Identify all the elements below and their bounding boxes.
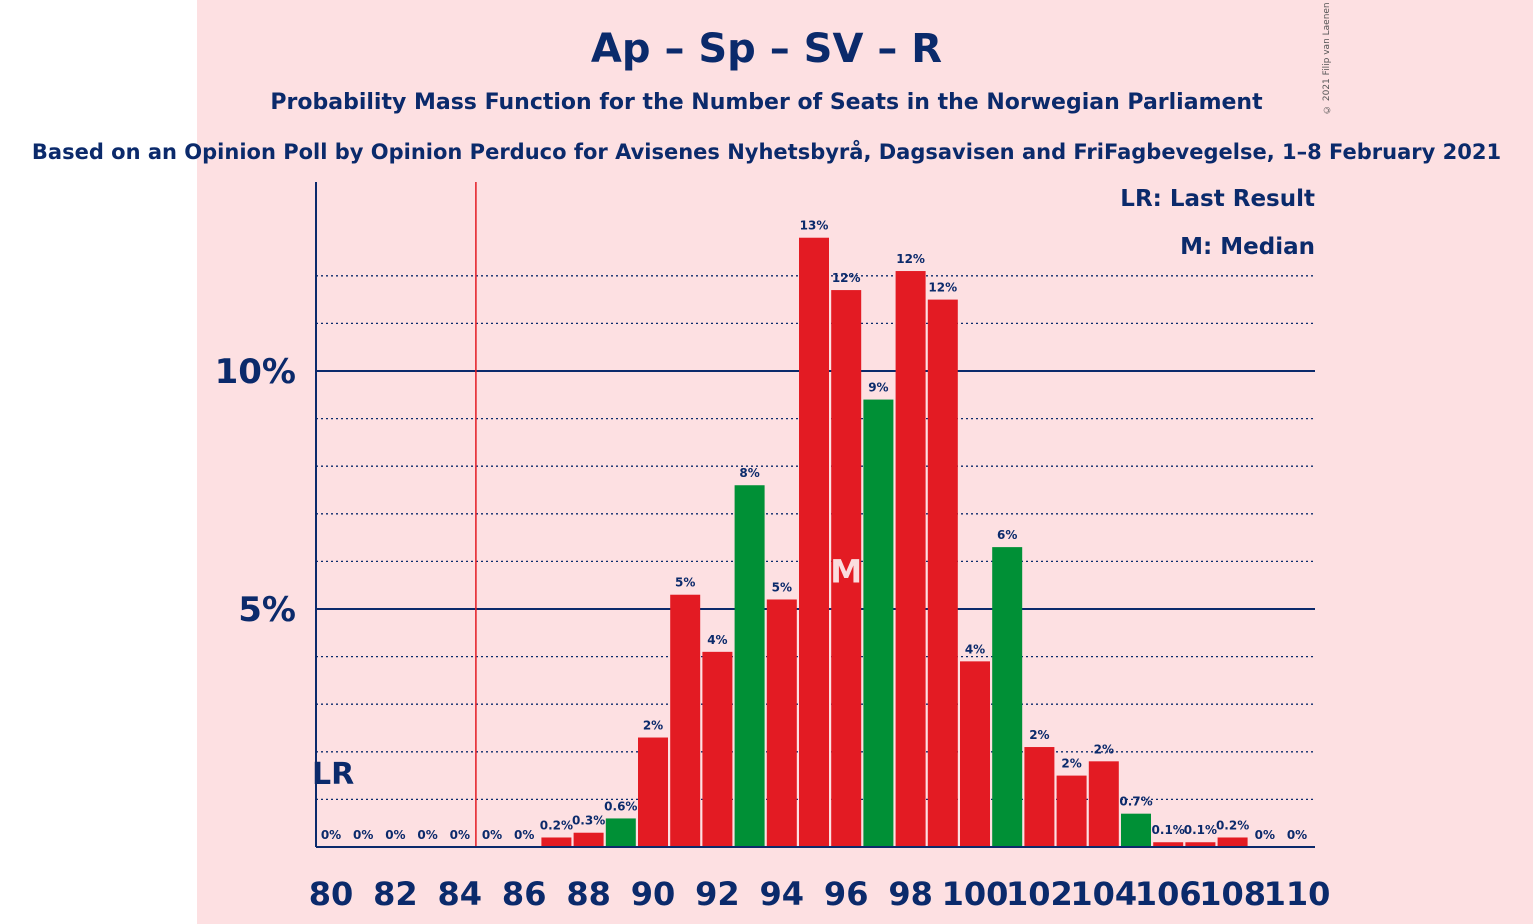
last-result-label: LR: [312, 757, 354, 792]
data-label-88: 0.3%: [572, 814, 605, 828]
data-label-89: 0.6%: [604, 799, 637, 813]
data-label-95: 13%: [800, 219, 829, 233]
data-label-82: 0%: [385, 828, 405, 842]
x-tick-label: 92: [695, 875, 740, 913]
x-tick-label: 110: [1264, 875, 1331, 913]
x-tick-label: 86: [502, 875, 547, 913]
bar-88: [573, 832, 604, 847]
bar-101: [992, 547, 1023, 847]
bar-103: [1056, 775, 1087, 847]
x-tick-label: 84: [438, 875, 483, 913]
data-label-96: 12%: [832, 271, 861, 285]
bar-89: [605, 818, 636, 847]
data-label-104: 2%: [1094, 742, 1114, 756]
legend-last-result: LR: Last Result: [1120, 186, 1315, 212]
data-label-84: 0%: [450, 828, 470, 842]
data-label-85: 0%: [482, 828, 502, 842]
y-tick-label: 5%: [238, 590, 296, 630]
bar-96: [831, 290, 862, 848]
bar-92: [702, 651, 733, 847]
data-label-98: 12%: [896, 252, 925, 266]
data-label-87: 0.2%: [540, 818, 573, 832]
chart-source-subtitle: Based on an Opinion Poll by Opinion Perd…: [31, 140, 1502, 164]
x-tick-label: 82: [373, 875, 418, 913]
data-label-92: 4%: [707, 633, 727, 647]
data-label-102: 2%: [1029, 728, 1049, 742]
data-label-99: 12%: [928, 281, 957, 295]
bar-90: [638, 737, 668, 847]
x-tick-label: 80: [309, 875, 354, 913]
bar-102: [1024, 747, 1055, 847]
x-tick-label: 106: [1135, 875, 1202, 913]
bar-107: [1185, 842, 1216, 847]
bar-95: [799, 237, 829, 848]
chart-subtitle: Probability Mass Function for the Number…: [270, 90, 1263, 115]
bar-94: [766, 599, 797, 847]
data-label-101: 6%: [997, 528, 1017, 542]
data-label-97: 9%: [868, 381, 888, 395]
bar-100: [960, 661, 990, 847]
x-tick-label: 108: [1199, 875, 1266, 913]
data-label-83: 0%: [417, 828, 437, 842]
data-label-110: 0%: [1287, 828, 1307, 842]
bar-104: [1088, 761, 1119, 847]
bar-91: [670, 594, 701, 847]
data-label-80: 0%: [321, 828, 341, 842]
data-label-100: 4%: [965, 642, 985, 656]
x-tick-label: 98: [888, 875, 933, 913]
chart-title: Ap – Sp – SV – R: [590, 26, 943, 72]
data-label-81: 0%: [353, 828, 373, 842]
data-label-93: 8%: [739, 466, 759, 480]
data-label-109: 0%: [1255, 828, 1275, 842]
x-tick-label: 102: [1006, 875, 1073, 913]
data-label-108: 0.2%: [1216, 818, 1249, 832]
bar-98: [895, 271, 926, 847]
bar-106: [1153, 842, 1184, 847]
bar-97: [863, 399, 894, 847]
bar-105: [1121, 813, 1151, 847]
data-label-103: 2%: [1061, 757, 1081, 771]
data-label-94: 5%: [772, 580, 792, 594]
data-label-107: 0.1%: [1184, 823, 1217, 837]
bar-87: [541, 837, 572, 847]
bar-108: [1217, 837, 1248, 847]
bar-99: [927, 299, 958, 848]
y-tick-label: 10%: [215, 352, 296, 392]
data-label-86: 0%: [514, 828, 534, 842]
x-tick-label: 104: [1070, 875, 1137, 913]
bar-93: [734, 485, 765, 847]
data-label-91: 5%: [675, 576, 695, 590]
data-label-90: 2%: [643, 719, 663, 733]
x-tick-label: 88: [566, 875, 611, 913]
x-tick-label: 96: [824, 875, 869, 913]
median-marker: M: [830, 553, 862, 591]
data-label-106: 0.1%: [1152, 823, 1185, 837]
x-tick-label: 94: [760, 875, 805, 913]
x-tick-label: 100: [942, 875, 1009, 913]
x-tick-label: 90: [631, 875, 676, 913]
legend-median: M: Median: [1180, 234, 1315, 260]
data-label-105: 0.7%: [1119, 795, 1152, 809]
